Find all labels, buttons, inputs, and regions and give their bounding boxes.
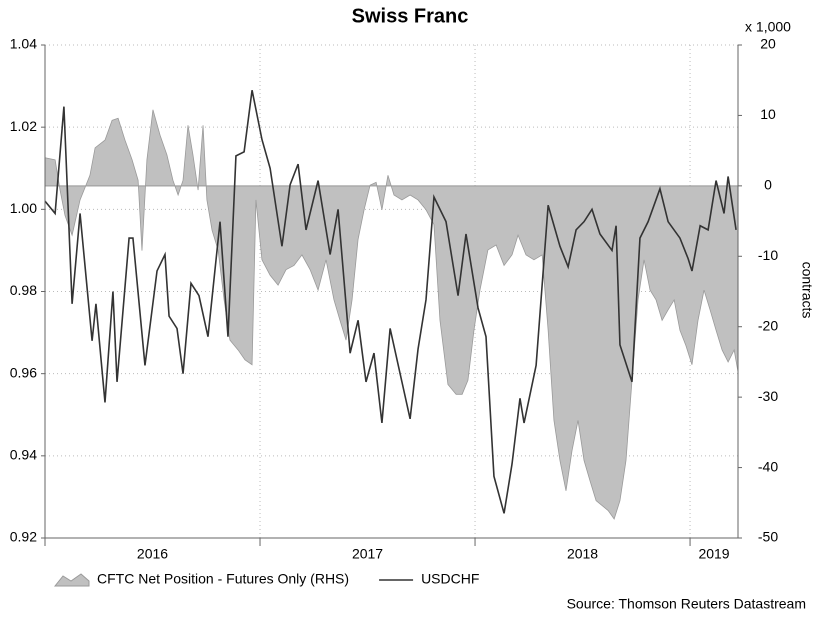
y2-unit: x 1,000	[745, 19, 791, 35]
y2-tick-label: -30	[758, 388, 778, 404]
y-tick-label: 0.92	[10, 529, 37, 545]
x-tick-label: 2018	[567, 546, 598, 562]
chart-title: Swiss Franc	[352, 5, 469, 27]
y2-tick-label: -20	[758, 317, 778, 333]
x-tick-label: 2017	[352, 546, 383, 562]
y-tick-label: 1.02	[10, 118, 37, 134]
y2-tick-label: -10	[758, 247, 778, 263]
x-tick-label: 2019	[698, 546, 729, 562]
y2-tick-label: -40	[758, 458, 778, 474]
source: Source: Thomson Reuters Datastream	[567, 596, 806, 612]
legend-label: USDCHF	[421, 571, 479, 587]
y-tick-label: 0.94	[10, 447, 37, 463]
y2-tick-label: 0	[764, 177, 772, 193]
legend-swatch	[53, 573, 90, 587]
y-tick-label: 0.96	[10, 364, 37, 380]
legend-label: CFTC Net Position - Futures Only (RHS)	[97, 571, 349, 587]
y2-axis-label: contracts	[799, 262, 815, 319]
x-tick-label: 2016	[137, 546, 168, 562]
y2-tick-label: -50	[758, 529, 778, 545]
y2-tick-label: 10	[760, 106, 776, 122]
area	[44, 109, 739, 520]
y-tick-label: 1.00	[10, 200, 37, 216]
y2-tick-label: 20	[760, 36, 776, 52]
line	[44, 90, 737, 514]
y-tick-label: 0.98	[10, 282, 37, 298]
y-tick-label: 1.04	[10, 36, 37, 52]
